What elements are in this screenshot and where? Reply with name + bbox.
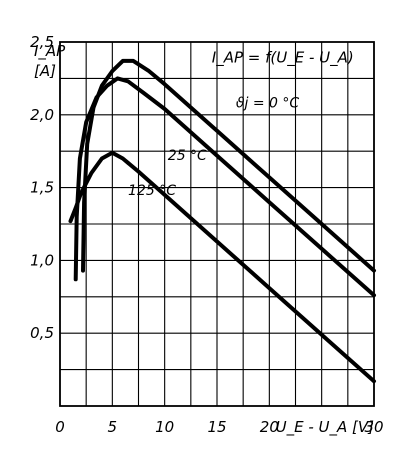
x-tick-label-4: 20 xyxy=(260,418,279,436)
y-tick-label-4: 2,5 xyxy=(30,33,54,51)
y-axis-label: I_AP xyxy=(34,42,66,61)
series-label-0: ϑj = 0 °C xyxy=(236,96,300,112)
x-tick-label-1: 5 xyxy=(108,418,118,436)
x-tick-label-5: 30 xyxy=(364,418,383,436)
series-label-1: 25 °C xyxy=(168,148,207,164)
series-line-0 xyxy=(81,58,376,273)
series-label-2: 125 °C xyxy=(128,183,176,199)
y-tick-label-3: 2,0 xyxy=(30,106,54,124)
y-tick-label-2: 1,5 xyxy=(30,179,54,197)
series-line-2 xyxy=(68,150,376,384)
y-tick-label-1: 1,0 xyxy=(30,251,54,269)
y-tick-label-0: 0,5 xyxy=(30,324,54,342)
plot-frame xyxy=(59,41,375,407)
x-axis-label: U_E - U_A [V] xyxy=(276,418,375,437)
series-line-1 xyxy=(73,76,376,298)
x-tick-label-0: 0 xyxy=(55,418,65,436)
x-tick-label-3: 15 xyxy=(207,418,226,436)
y-axis-unit: [A] xyxy=(34,62,56,80)
formula-label: I_AP = f(U_E - U_A) xyxy=(212,48,354,67)
x-tick-label-2: 10 xyxy=(155,418,174,436)
